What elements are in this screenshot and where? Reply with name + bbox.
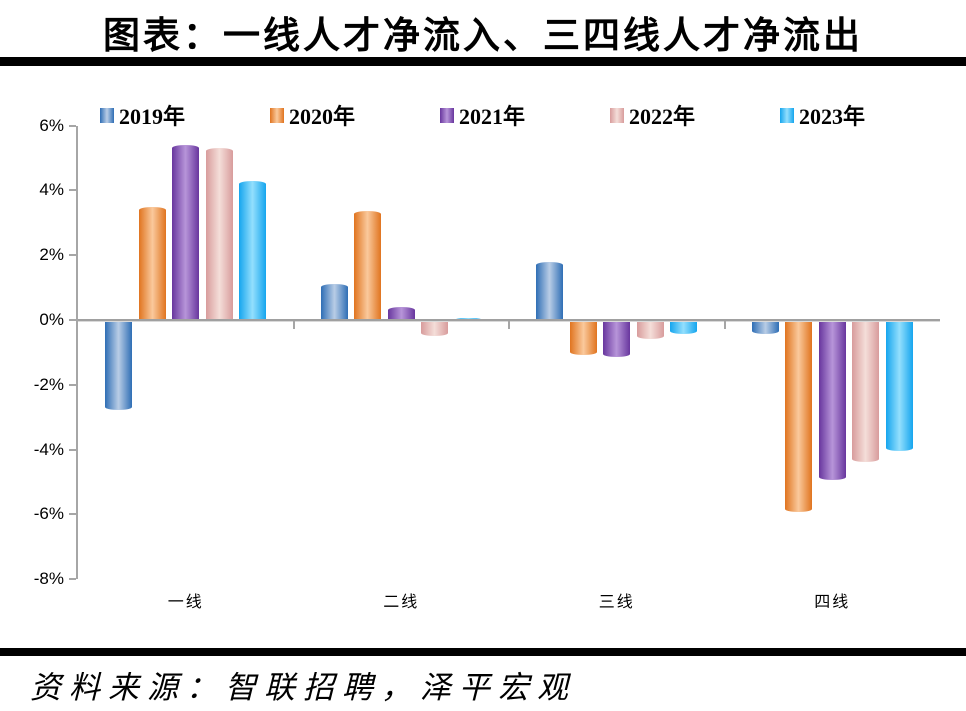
x-category-label-二线: 二线 [383,594,420,611]
bar-2022年-一线 [205,148,233,320]
y-axis-tick [69,383,76,386]
source-note: 资料来源：智联招聘，泽平宏观 [30,670,576,705]
bar-2019年-二线 [320,284,348,320]
legend-swatch-icon [780,107,794,123]
y-tick-label: 2% [39,245,64,265]
y-axis-tick [69,124,76,127]
legend-item-2019年: 2019年 [100,99,270,131]
category-boundary-tick [292,321,295,329]
bar-2021年-一线 [172,145,200,320]
bar-2023年-三线 [670,321,698,334]
legend-swatch-icon [270,107,284,123]
bar-2020年-一线 [138,206,166,320]
bar-2021年-三线 [603,321,631,357]
legend-label: 2022年 [629,104,696,129]
y-axis-tick [69,513,76,516]
legend-label: 2021年 [459,104,526,129]
bar-2023年-一线 [239,180,267,320]
bar-2020年-三线 [569,321,597,356]
bar-2019年-一线 [105,321,133,411]
y-tick-label: 0% [39,310,64,329]
y-tick-label: -4% [33,439,64,459]
title-divider-rule [0,57,966,66]
category-boundary-tick [508,321,510,329]
legend-swatch-icon [610,107,624,123]
y-axis-line [76,125,78,580]
bar-2021年-二线 [387,307,415,320]
y-tick-label: 6% [39,115,64,135]
legend-swatch-icon [100,107,114,123]
zero-baseline [78,319,940,321]
y-axis-tick [69,448,76,451]
legend-label: 2020年 [289,104,356,129]
legend-item-2020年: 2020年 [270,99,440,131]
y-tick-label: -8% [33,569,64,589]
bar-2019年-四线 [751,321,779,334]
legend-label: 2019年 [119,104,186,129]
bar-2019年-三线 [536,261,564,320]
category-boundary-tick [723,321,726,329]
legend-item-2023年: 2023年 [780,99,950,131]
bar-2022年-三线 [636,321,664,339]
x-category-label-一线: 一线 [167,594,204,611]
legend: 2019年 2020年 2021年 2022年 2023年 [100,99,950,131]
bar-2020年-四线 [785,321,813,513]
chart-title: 图表：一线人才净流入、三四线人才净流出 [103,15,863,56]
y-axis-tick [69,319,76,321]
y-tick-label: -6% [33,504,64,524]
y-axis-tick [69,189,76,192]
x-category-label-三线: 三线 [598,594,635,611]
bar-2020年-二线 [354,211,382,320]
legend-label: 2023年 [799,104,866,129]
bar-2022年-四线 [852,321,880,462]
x-category-label-四线: 四线 [814,594,851,611]
legend-item-2022年: 2022年 [610,99,780,131]
y-axis-tick [69,578,76,581]
bar-2021年-四线 [818,321,846,480]
bar-2023年-四线 [885,321,913,451]
legend-swatch-icon [440,107,454,123]
footer-divider-rule [0,648,966,656]
y-tick-label: -2% [33,374,64,394]
y-axis-tick [69,254,76,257]
bar-2022年-二线 [421,321,449,336]
legend-item-2021年: 2021年 [440,99,610,131]
y-tick-label: 4% [39,180,64,200]
